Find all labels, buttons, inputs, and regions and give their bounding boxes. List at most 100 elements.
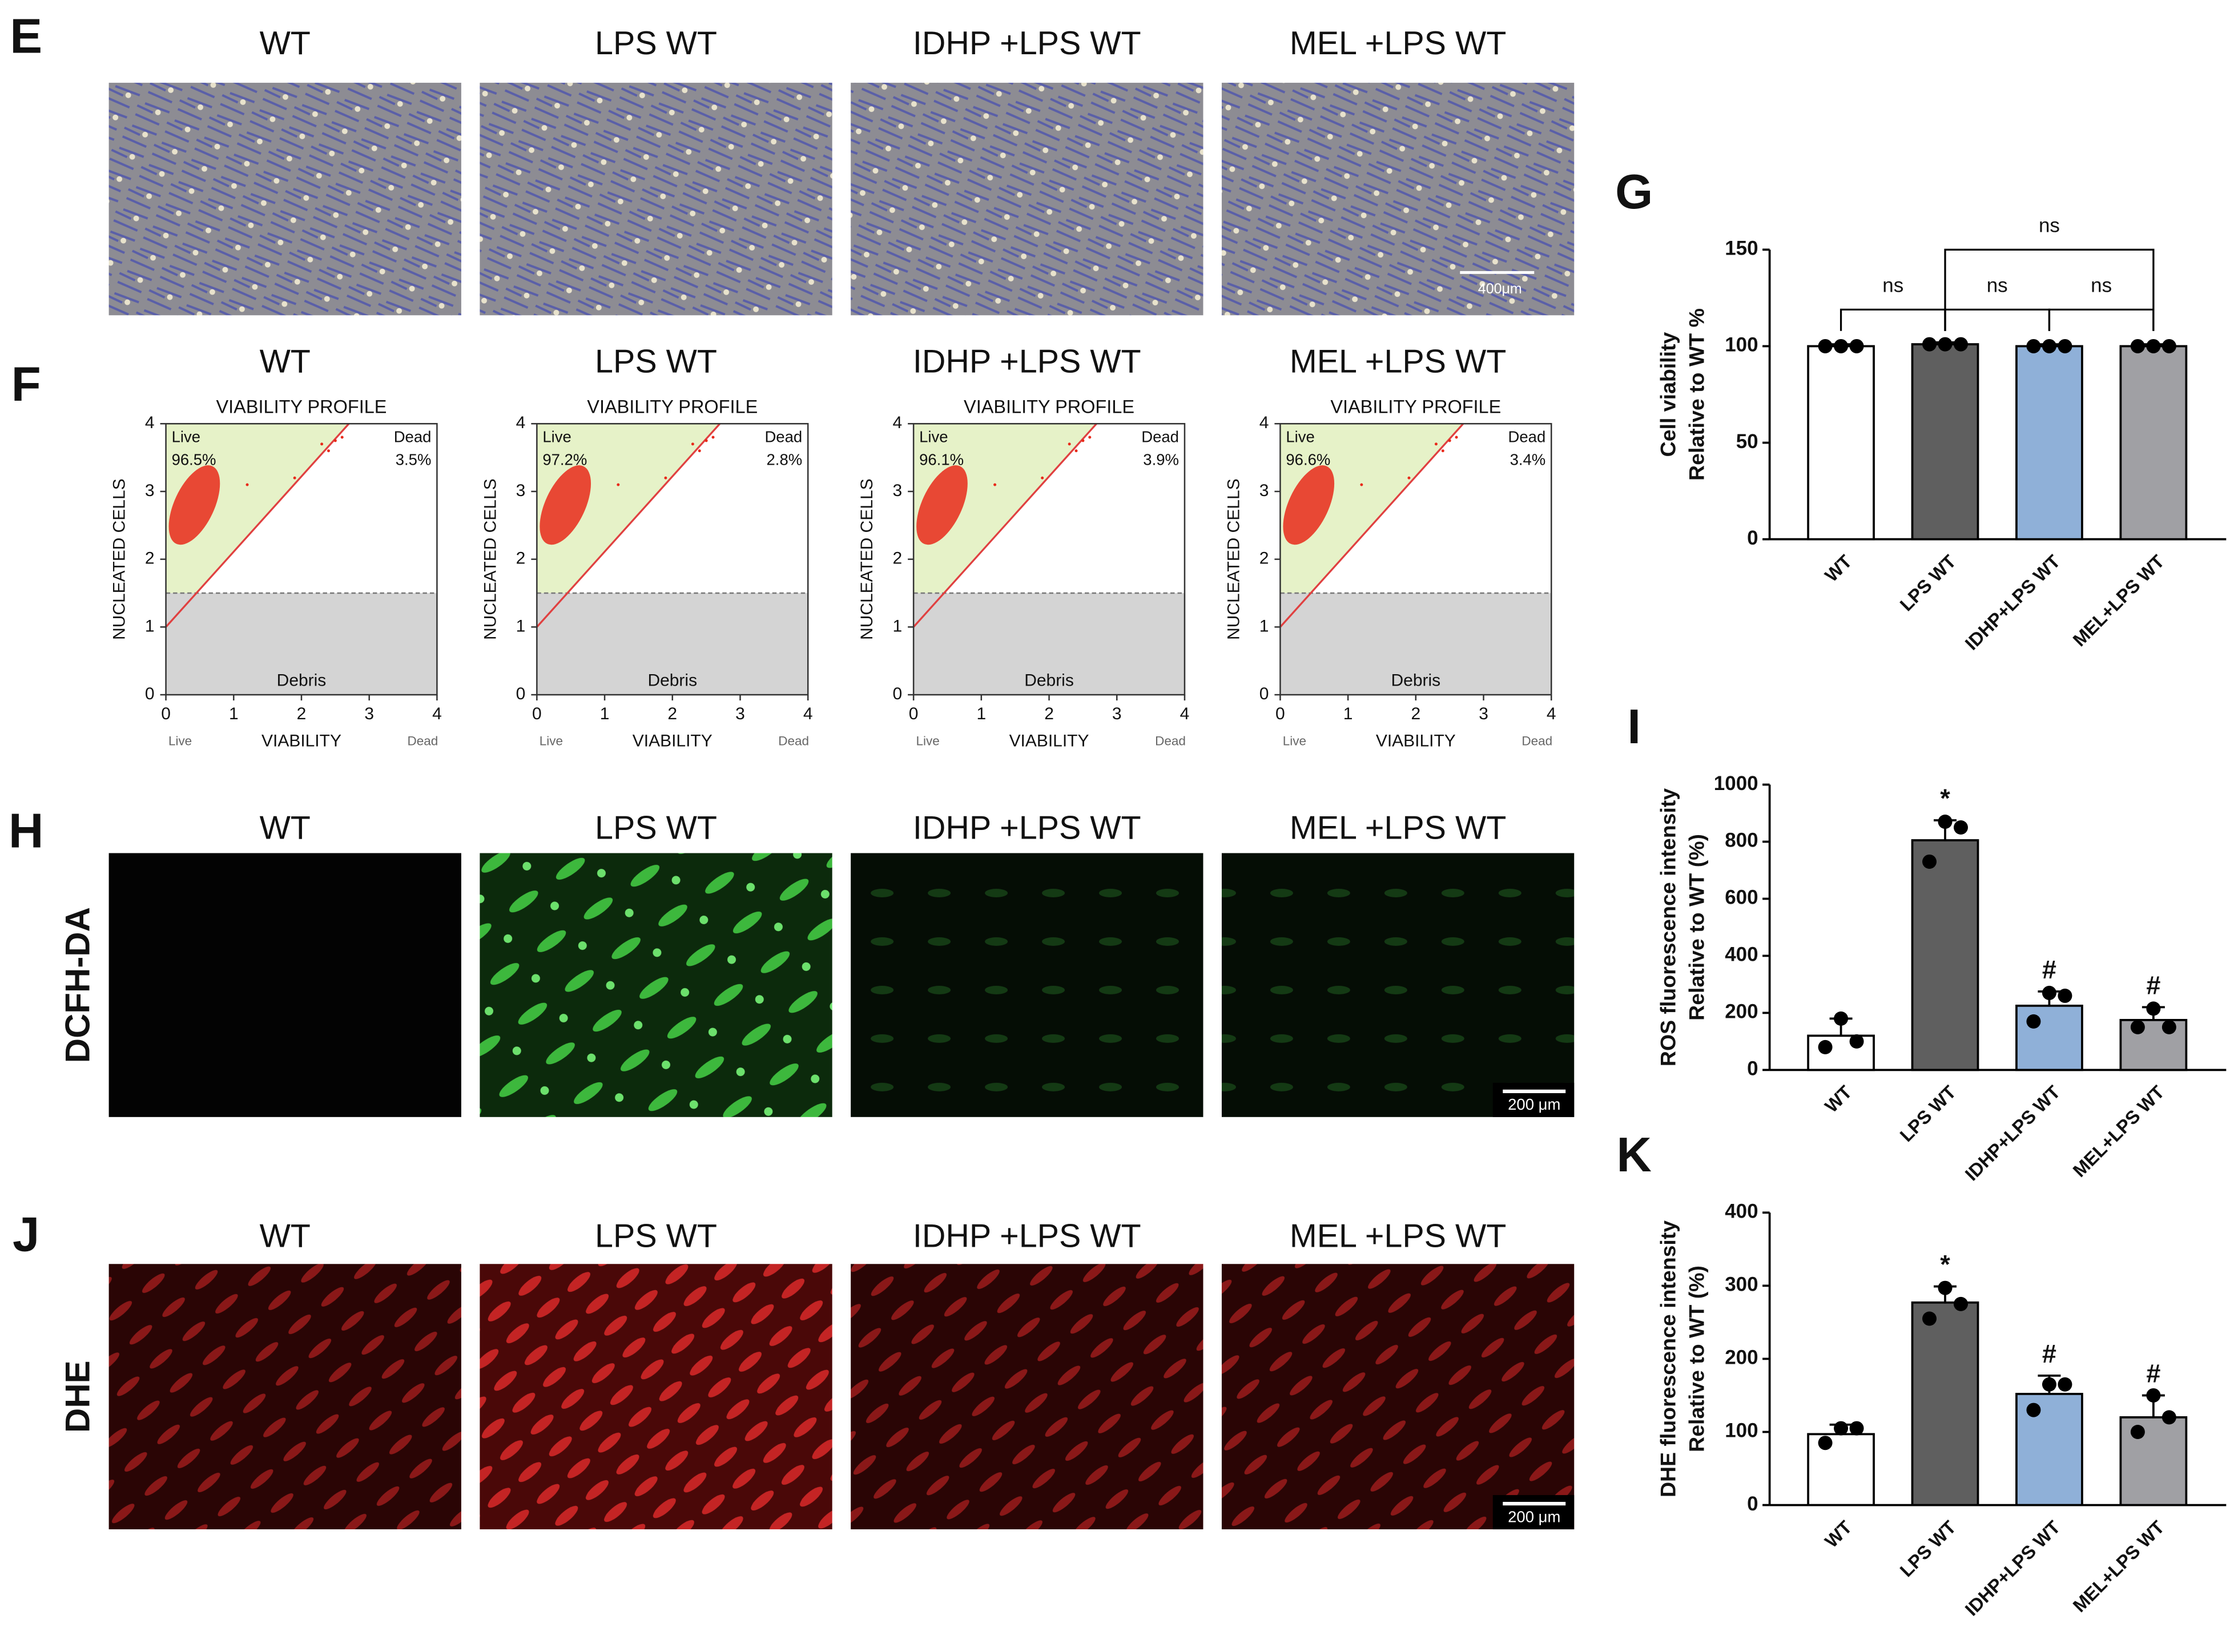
data-point	[2026, 1014, 2041, 1029]
cell-dot	[320, 442, 324, 446]
x-tick-label: 4	[1547, 704, 1556, 723]
data-point	[1953, 337, 1968, 352]
x-tick-label: LPS WT	[1896, 1082, 1960, 1146]
y-tick-label: 400	[1725, 944, 1758, 966]
region-label: Dead	[394, 428, 432, 446]
y-axis-label: Relative to WT %	[1685, 308, 1709, 481]
y-tick-label: 2	[892, 549, 902, 568]
x-tick-label: MEL+LPS WT	[2069, 551, 2168, 650]
x-tick-label: IDHP+LPS WT	[1961, 1517, 2064, 1620]
y-tick-label: 200	[1725, 1001, 1758, 1023]
significance-bracket	[1944, 308, 2051, 331]
scale-bar-box	[1492, 1082, 1575, 1117]
y-axis-label: NUCLEATED CELLS	[1224, 478, 1243, 640]
data-point	[1818, 1039, 1833, 1054]
y-axis-label: ROS fluorescence intensity	[1656, 788, 1680, 1066]
data-point	[1834, 1421, 1849, 1436]
significance-bracket	[1839, 308, 1946, 331]
column-title: MEL +LPS WT	[1290, 25, 1507, 62]
plot-title: VIABILITY PROFILE	[964, 396, 1134, 417]
x-axis-end-label: Live	[168, 734, 192, 748]
data-point	[2146, 1388, 2161, 1403]
data-point	[2058, 988, 2072, 1003]
cell-dot	[698, 449, 701, 453]
data-point	[2130, 1425, 2145, 1440]
y-tick-label: 0	[1747, 527, 1758, 549]
bar	[1911, 839, 1979, 1071]
cell-dot	[711, 436, 715, 439]
region-label: Live	[172, 428, 200, 446]
x-axis-end-label: Dead	[1521, 734, 1552, 748]
cell-dot	[691, 442, 694, 446]
data-point	[2058, 1377, 2072, 1392]
y-axis-label: Relative to WT (%)	[1685, 1266, 1709, 1452]
y-tick-label: 4	[145, 413, 155, 432]
y-tick-label: 400	[1725, 1200, 1758, 1223]
data-point	[1818, 1436, 1833, 1450]
region-label: Debris	[277, 671, 327, 690]
column-title: WT	[260, 25, 311, 62]
bar	[1911, 1301, 1979, 1506]
y-axis-label: NUCLEATED CELLS	[858, 478, 876, 640]
significance-bracket	[2048, 308, 2155, 331]
region-label: Live	[919, 428, 948, 446]
y-tick-label: 1	[892, 617, 902, 635]
y-axis-label: NUCLEATED CELLS	[110, 478, 129, 640]
column-title: MEL +LPS WT	[1290, 1218, 1507, 1254]
panel-label: K	[1617, 1128, 1652, 1182]
x-axis-label: VIABILITY	[1376, 731, 1456, 750]
y-tick-label: 0	[1259, 684, 1269, 703]
region-label: Debris	[647, 671, 697, 690]
y-tick-label: 200	[1725, 1347, 1758, 1369]
gate-line	[1279, 423, 1464, 628]
significance-label: ns	[2091, 275, 2112, 297]
cell-dot	[245, 483, 249, 486]
data-point	[2042, 1377, 2056, 1392]
region-label: Dead	[1508, 428, 1546, 446]
micrograph	[480, 1264, 832, 1530]
plot-title: VIABILITY PROFILE	[1330, 396, 1501, 417]
y-tick-label: 3	[892, 481, 902, 500]
cell-dot	[1455, 436, 1458, 439]
x-tick-label: 2	[1411, 704, 1420, 723]
data-point	[2146, 339, 2161, 353]
micrograph	[851, 1264, 1203, 1530]
cell-dot	[617, 483, 620, 486]
data-point	[1953, 820, 1968, 835]
y-tick-label: 0	[145, 684, 155, 703]
panel-label: H	[9, 804, 43, 858]
column-title: IDHP +LPS WT	[913, 25, 1141, 62]
cell-dot	[327, 449, 330, 453]
data-point	[1938, 337, 1953, 352]
bar	[2119, 345, 2188, 541]
y-tick-label: 1000	[1714, 772, 1758, 795]
y-tick-label: 3	[516, 481, 526, 500]
micrograph	[108, 1264, 461, 1530]
bar	[2015, 345, 2083, 541]
y-tick-label: 50	[1736, 430, 1758, 453]
region-label: Debris	[1024, 671, 1074, 690]
cell-cluster	[168, 465, 220, 545]
column-title: WT	[260, 1218, 311, 1254]
region-label: Dead	[764, 428, 802, 446]
x-tick-label: 2	[1044, 704, 1054, 723]
data-point	[1818, 339, 1833, 353]
x-tick-label: 3	[1112, 704, 1122, 723]
region-label: Dead	[1141, 428, 1179, 446]
region-label: Debris	[1391, 671, 1441, 690]
y-tick-label: 150	[1725, 237, 1758, 260]
x-tick-label: 1	[600, 704, 610, 723]
live-percent: 96.5%	[172, 450, 216, 468]
data-point	[1834, 1011, 1849, 1026]
x-tick-label: MEL+LPS WT	[2069, 1082, 2168, 1181]
data-point	[1938, 815, 1953, 829]
cell-cluster	[540, 465, 591, 545]
cell-dot	[293, 476, 296, 480]
x-tick-label: LPS WT	[1896, 551, 1960, 615]
bar	[1807, 1034, 1875, 1071]
micrograph	[108, 82, 461, 316]
x-tick-label: 0	[161, 704, 171, 723]
x-axis-end-label: Dead	[1155, 734, 1186, 748]
